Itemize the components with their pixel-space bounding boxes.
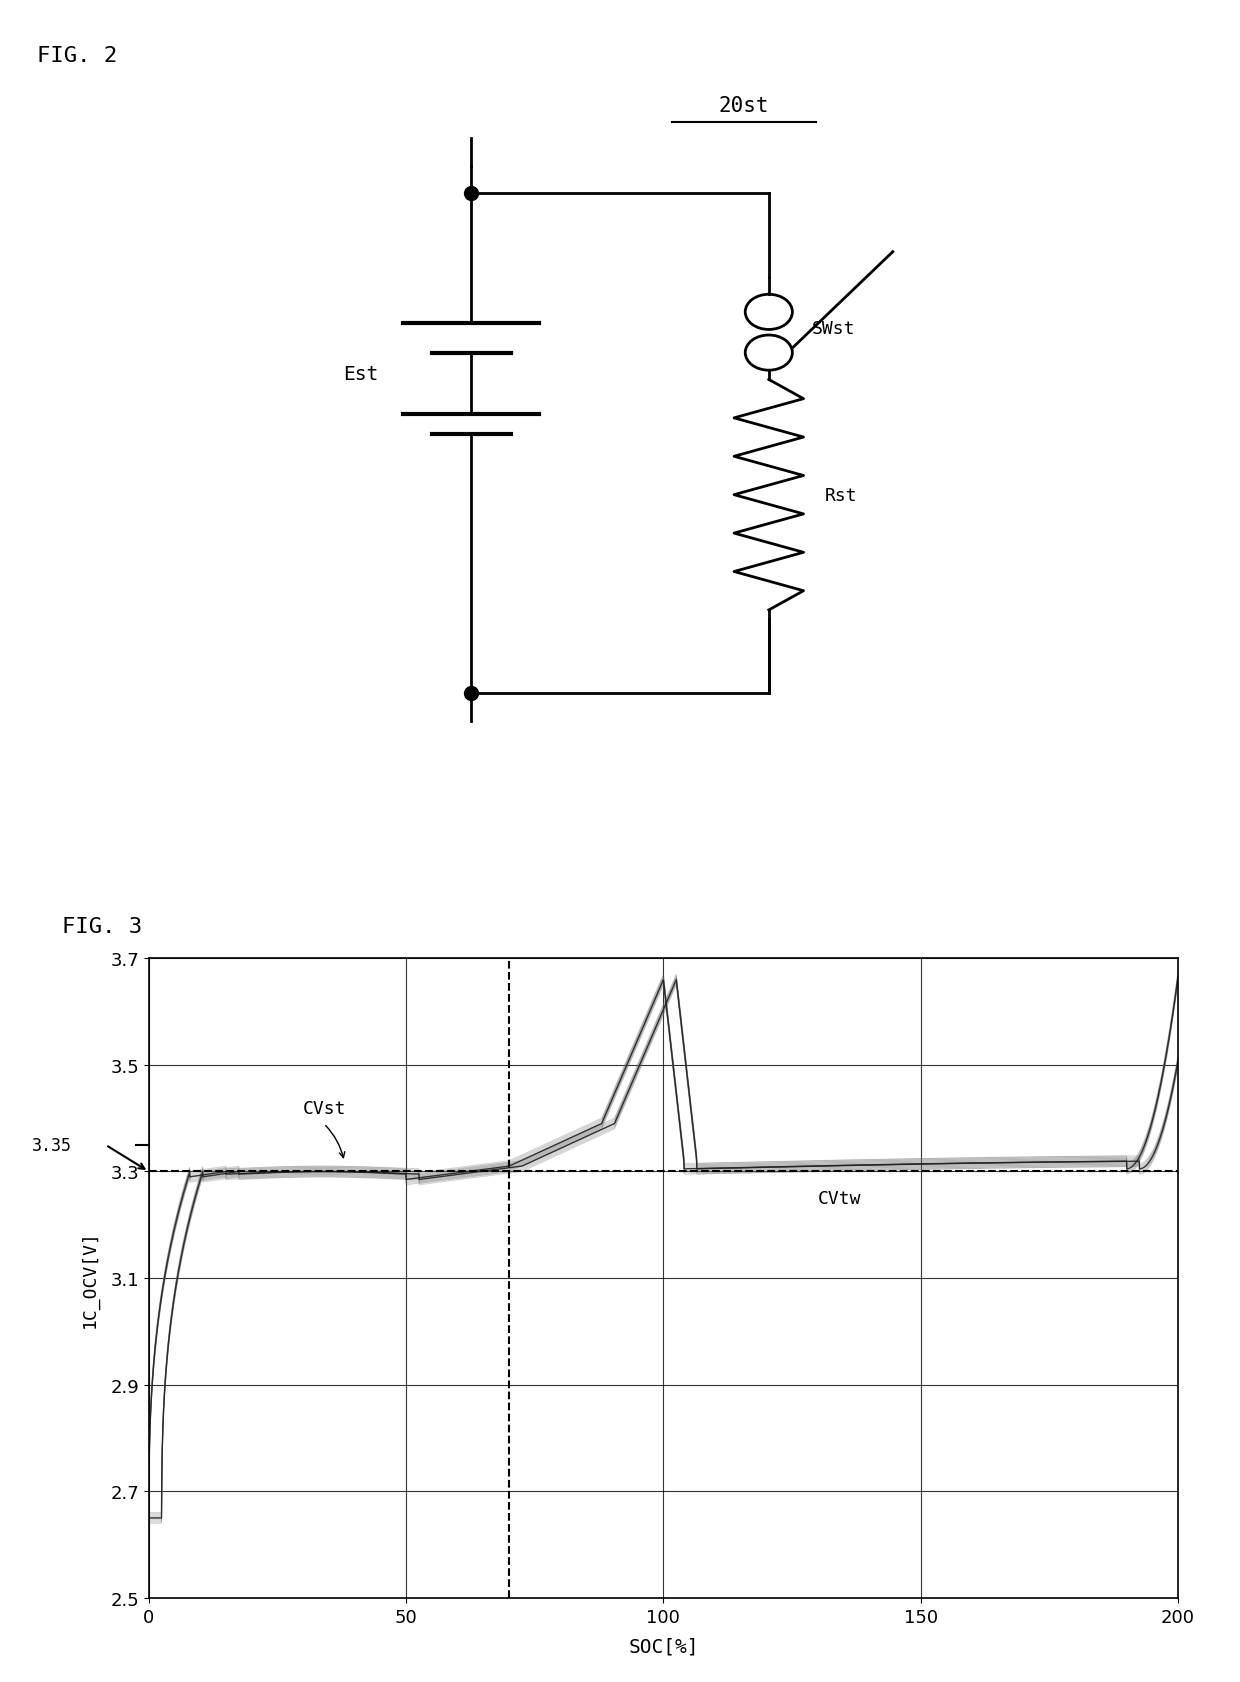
Text: Est: Est [343,365,378,383]
X-axis label: SOC[%]: SOC[%] [629,1637,698,1655]
Text: SWst: SWst [812,320,856,338]
Text: FIG. 2: FIG. 2 [37,47,118,66]
Text: Rst: Rst [825,486,857,505]
Text: 20st: 20st [719,96,769,116]
Text: 3.35: 3.35 [31,1135,72,1154]
Text: CVst: CVst [303,1098,347,1117]
Text: FIG. 3: FIG. 3 [62,917,143,937]
Text: CVtw: CVtw [818,1189,862,1208]
Y-axis label: 1C_OCV[V]: 1C_OCV[V] [81,1230,99,1327]
